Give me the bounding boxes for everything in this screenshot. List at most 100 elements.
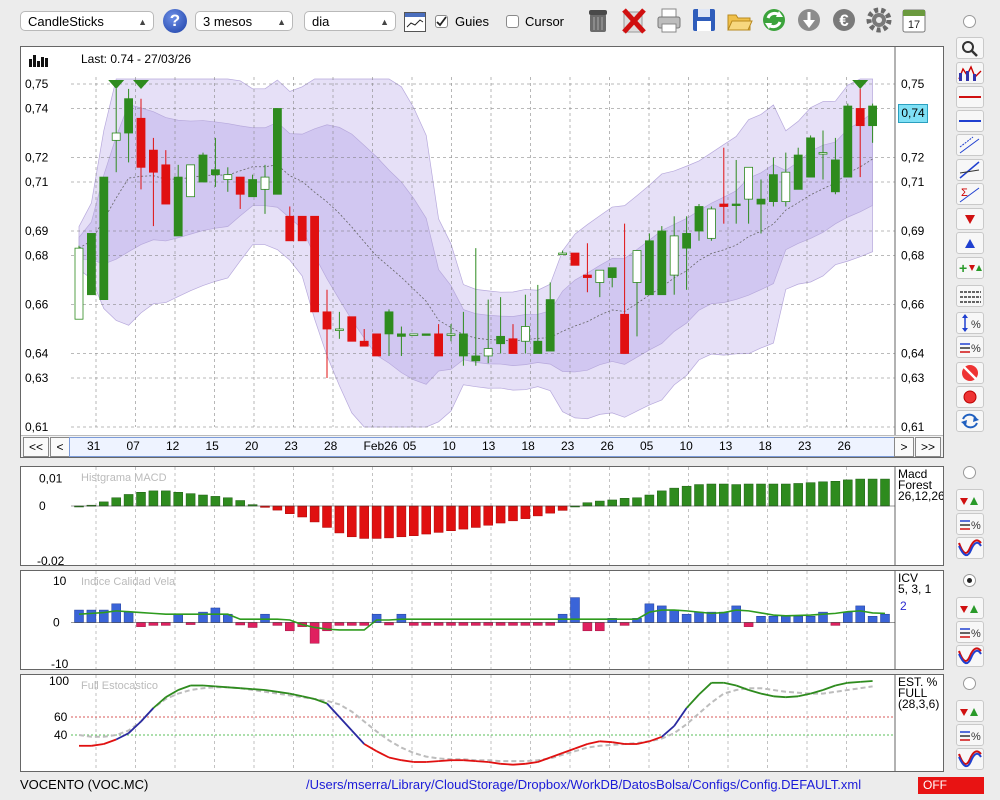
cursor-checkbox[interactable] [506, 15, 519, 28]
panel-title: Full Estocastico [81, 680, 158, 692]
blue-arrow-up-icon[interactable] [956, 232, 984, 254]
refresh-icon[interactable] [760, 6, 788, 34]
y-tick-label: 0 [39, 499, 46, 513]
icv-bar [148, 622, 159, 626]
stochastic-fast-segment [847, 681, 861, 684]
trash-icon[interactable] [584, 6, 612, 34]
horizontal-red-line-icon[interactable] [956, 86, 984, 108]
chevron-updown-icon: ▲ [380, 17, 389, 27]
y-tick-label-right: 0,66 [901, 298, 925, 312]
stochastic-fast-segment [426, 760, 439, 763]
add-arrow-icon[interactable]: + [956, 257, 984, 279]
settings-icon[interactable] [865, 6, 893, 34]
icv-bar [272, 622, 283, 626]
macd-bar [619, 498, 630, 507]
period-select[interactable]: 3 mesos ▲ [195, 11, 293, 31]
delete-all-icon[interactable] [956, 362, 984, 384]
icv-bar [756, 616, 766, 623]
trend-channel-icon[interactable] [956, 134, 984, 156]
candle-body [458, 333, 468, 357]
red-arrow-down-icon[interactable] [956, 208, 984, 230]
calendar-icon[interactable]: 17 [900, 6, 928, 34]
candle-body [124, 98, 133, 134]
interval-value: dia [312, 14, 330, 29]
print-icon[interactable] [655, 6, 683, 34]
percent-range-icon[interactable]: % [956, 312, 984, 334]
nav-first-button[interactable]: << [23, 437, 49, 457]
stochastic-fast-segment [835, 681, 848, 687]
help-icon[interactable]: ? [163, 9, 187, 33]
macd-chart[interactable]: Histgrama MACD 0,01 0 -0,02 MacdForest26,12,… [21, 467, 943, 565]
icv-bar [359, 622, 369, 626]
parallel-lines-icon[interactable] [956, 159, 984, 181]
nav-last-button[interactable]: >> [915, 437, 941, 457]
macd-radio[interactable] [963, 466, 976, 479]
macd-bar [508, 505, 518, 522]
chart-type-select[interactable]: CandleSticks ▲ [20, 11, 154, 31]
mode-status-badge[interactable]: OFF [918, 777, 984, 794]
stochastic-fast-segment [512, 762, 526, 766]
interval-select[interactable]: dia ▲ [304, 11, 396, 31]
stochastic-fast-segment [822, 684, 836, 691]
open-folder-icon[interactable] [725, 6, 753, 34]
nav-date-label: 10 [679, 439, 693, 453]
save-icon[interactable] [690, 6, 718, 34]
download-icon[interactable] [795, 6, 823, 34]
oscillator-icon[interactable] [956, 748, 984, 770]
percent-equal-icon[interactable]: % [956, 621, 984, 643]
icv-bar [533, 622, 543, 626]
red-green-arrows-icon[interactable] [956, 700, 984, 722]
macd-bar [607, 499, 617, 507]
oscillator-icon[interactable] [956, 645, 984, 667]
stochastic-slow-line [78, 685, 873, 763]
delete-icon[interactable] [620, 6, 648, 34]
icv-radio[interactable] [963, 574, 976, 587]
stochastic-chart[interactable]: Full Estocastico 100 60 40 EST. %FULL(28,3,6… [21, 675, 943, 771]
nav-date-label: 18 [521, 439, 535, 453]
stochastic-fast-segment [177, 684, 191, 691]
config-path-link[interactable]: /Users/mserra/Library/CloudStorage/Dropb… [306, 777, 862, 792]
y-tick-label-right: 0,61 [901, 420, 925, 434]
horizontal-blue-line-icon[interactable] [956, 110, 984, 132]
macd-bar [557, 505, 568, 511]
record-icon[interactable] [956, 386, 984, 408]
red-green-arrows-icon[interactable] [956, 597, 984, 619]
legend-label: EST. % [898, 675, 938, 689]
stochastic-fast-segment [587, 740, 600, 745]
candle-body [310, 215, 320, 313]
macd-bar [334, 505, 345, 534]
percent-equal-icon[interactable]: % [956, 724, 984, 746]
chart-window-icon[interactable] [404, 12, 426, 32]
macd-bar [198, 494, 208, 507]
swap-icon[interactable] [956, 410, 984, 432]
oscillator-icon[interactable] [956, 537, 984, 559]
y-tick-label: 60 [54, 710, 68, 724]
zoom-icon[interactable] [956, 37, 984, 59]
candle-body [384, 311, 394, 335]
main-radio[interactable] [963, 15, 976, 28]
guides-checkbox[interactable] [435, 15, 448, 28]
indicator-icon[interactable] [956, 62, 984, 84]
fibonacci-icon[interactable]: Σ [956, 183, 984, 205]
percent-equal-icon[interactable]: % [956, 336, 984, 358]
macd-bar [421, 505, 431, 535]
macd-bar [185, 493, 196, 507]
logo-bar [37, 61, 40, 67]
candle-body [694, 206, 704, 232]
nav-next-button[interactable]: > [894, 437, 914, 457]
icv-panel: Indice Calidad Vela 10 0 -10 ICV 5, 3, 1 2 [20, 570, 944, 670]
red-green-arrows-icon[interactable] [956, 489, 984, 511]
stochastic-fast-segment [165, 689, 179, 698]
macd-bar [371, 505, 382, 539]
stochastic-fast-segment [723, 681, 737, 687]
percent-equal-icon[interactable]: % [956, 513, 984, 535]
stochastic-radio[interactable] [963, 677, 976, 690]
macd-bar [384, 505, 394, 539]
grid-lines-icon[interactable] [956, 285, 984, 307]
stochastic-panel: Full Estocastico 100 60 40 EST. % FULL (28,3,6… [20, 674, 944, 772]
macd-bar [409, 505, 419, 536]
price-chart[interactable]: 0,75 0,75 0,74 0,74 0,72 0,72 0,71 0,71 0,69 0,69… [21, 47, 943, 457]
icv-bar [161, 622, 171, 626]
euro-icon[interactable]: € [830, 6, 858, 34]
